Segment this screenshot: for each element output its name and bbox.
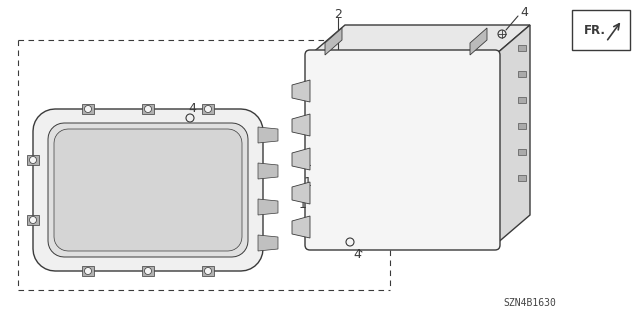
Bar <box>142 104 154 114</box>
Bar <box>27 215 39 225</box>
Circle shape <box>145 106 152 113</box>
Bar <box>572 10 630 50</box>
Bar <box>518 123 526 129</box>
Bar <box>82 104 94 114</box>
Bar <box>518 175 526 181</box>
Text: 4: 4 <box>353 248 361 261</box>
Text: 4: 4 <box>520 5 528 19</box>
Text: 3: 3 <box>200 190 208 204</box>
FancyBboxPatch shape <box>305 50 500 250</box>
Polygon shape <box>292 148 310 170</box>
Text: SZN4B1630: SZN4B1630 <box>504 298 556 308</box>
Circle shape <box>84 268 92 275</box>
Polygon shape <box>258 163 278 179</box>
Bar <box>518 71 526 77</box>
Polygon shape <box>258 127 278 143</box>
Bar <box>202 266 214 276</box>
Circle shape <box>84 106 92 113</box>
Polygon shape <box>33 109 263 271</box>
Polygon shape <box>258 235 278 251</box>
Bar <box>518 149 526 155</box>
Text: 1: 1 <box>304 155 312 168</box>
Polygon shape <box>495 25 530 245</box>
Bar <box>518 45 526 51</box>
Bar <box>27 155 39 165</box>
Text: 4: 4 <box>188 101 196 115</box>
Text: 2: 2 <box>334 8 342 20</box>
Polygon shape <box>54 129 242 251</box>
Polygon shape <box>258 199 278 215</box>
Text: 1: 1 <box>304 176 312 189</box>
Polygon shape <box>292 182 310 204</box>
Bar <box>142 266 154 276</box>
Bar <box>82 266 94 276</box>
Circle shape <box>29 157 36 164</box>
Bar <box>518 97 526 103</box>
Circle shape <box>29 217 36 224</box>
Circle shape <box>145 268 152 275</box>
Text: 1: 1 <box>299 198 307 211</box>
Polygon shape <box>325 28 342 55</box>
Circle shape <box>205 268 211 275</box>
Polygon shape <box>48 123 248 257</box>
Polygon shape <box>470 28 487 55</box>
Polygon shape <box>292 114 310 136</box>
Polygon shape <box>292 216 310 238</box>
Polygon shape <box>292 80 310 102</box>
Text: FR.: FR. <box>584 24 606 36</box>
Bar <box>202 104 214 114</box>
Polygon shape <box>310 25 530 55</box>
Circle shape <box>205 106 211 113</box>
